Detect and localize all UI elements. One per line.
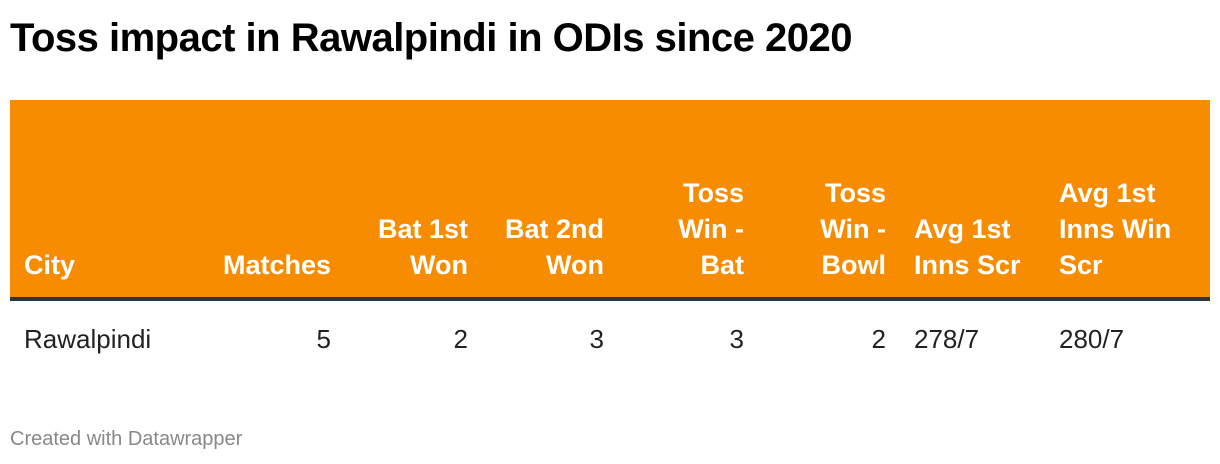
- column-header-bat-1st-won: Bat 1st Won: [345, 100, 482, 301]
- cell-city: Rawalpindi: [24, 323, 152, 354]
- cell-toss-win-bowl: 2: [871, 323, 886, 354]
- cell-bat-2nd-won: 3: [589, 323, 604, 354]
- cell-matches: 5: [316, 323, 331, 354]
- table-header: City Matches Bat 1st Won Bat 2nd Won Tos…: [10, 100, 1210, 301]
- column-header-bat-2nd-won: Bat 2nd Won: [482, 100, 618, 301]
- column-header-avg-1st-inns-win-scr: Avg 1st Inns Win Scr: [1045, 100, 1210, 301]
- table-row: Rawalpindi 5 2 3 3 2 278/7 280/7: [10, 299, 1210, 377]
- cell-toss-win-bat: 3: [729, 323, 744, 354]
- attribution-footer: Created with Datawrapper: [10, 428, 243, 450]
- data-table: City Matches Bat 1st Won Bat 2nd Won Tos…: [10, 100, 1210, 377]
- cell-bat-1st-won: 2: [453, 323, 468, 354]
- cell-avg-1st-inns-scr: 278/7: [914, 323, 980, 354]
- column-header-toss-win-bowl: Toss Win - Bowl: [758, 100, 900, 301]
- column-header-toss-win-bat: Toss Win - Bat: [618, 100, 758, 301]
- column-header-avg-1st-inns-scr: Avg 1st Inns Scr: [900, 100, 1045, 301]
- cell-avg-1st-inns-win-scr: 280/7: [1059, 323, 1125, 354]
- chart-title: Toss impact in Rawalpindi in ODIs since …: [10, 16, 852, 60]
- column-header-city: City: [10, 100, 200, 301]
- data-table-container: City Matches Bat 1st Won Bat 2nd Won Tos…: [10, 100, 1210, 377]
- column-header-matches: Matches: [200, 100, 345, 301]
- table-body: Rawalpindi 5 2 3 3 2 278/7 280/7: [10, 299, 1210, 377]
- header-row: City Matches Bat 1st Won Bat 2nd Won Tos…: [10, 100, 1210, 301]
